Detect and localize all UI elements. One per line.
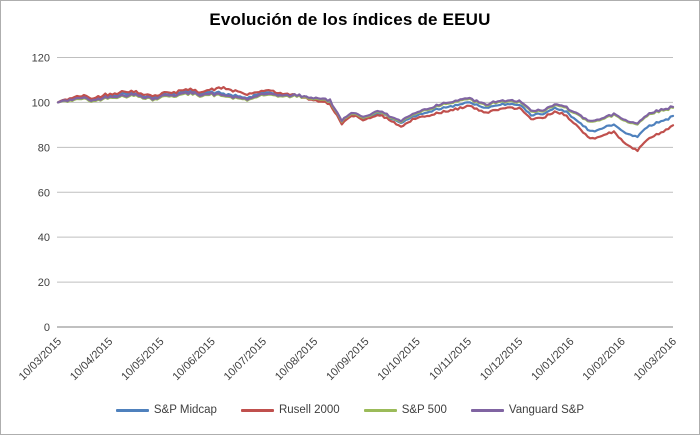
y-axis-tick-label: 100 xyxy=(32,97,50,109)
series-line-vanguard-s-p xyxy=(56,90,675,125)
y-axis-tick-label: 80 xyxy=(38,142,50,154)
x-axis-tick-label: 10/12/2015 xyxy=(478,336,525,383)
x-axis-tick-label: 10/10/2015 xyxy=(375,336,422,383)
y-axis-tick-label: 40 xyxy=(38,232,50,244)
x-axis-tick-label: 10/09/2015 xyxy=(324,336,371,383)
x-axis-tick-label: 10/01/2016 xyxy=(529,336,576,383)
chart-title: Evolución de los índices de EEUU xyxy=(209,10,491,29)
x-axis-tick-label: 10/05/2015 xyxy=(119,336,166,383)
x-axis-tick-label: 10/06/2015 xyxy=(170,336,217,383)
legend-label: Rusell 2000 xyxy=(278,404,340,416)
series-line-rusell-2000 xyxy=(56,85,675,153)
legend-item: S&P 500 xyxy=(363,404,447,416)
legend-line-swatch xyxy=(363,408,397,412)
x-axis-tick-label: 10/11/2015 xyxy=(427,336,474,383)
legend-item: S&P Midcap xyxy=(115,404,217,416)
legend-label: Vanguard S&P xyxy=(508,404,585,416)
legend-label: S&P Midcap xyxy=(153,404,217,416)
x-axis-tick-label: 10/03/2015 xyxy=(17,336,64,383)
x-axis-tick-label: 10/02/2016 xyxy=(580,336,627,383)
legend-item: Rusell 2000 xyxy=(240,404,340,416)
legend-item: Vanguard S&P xyxy=(470,404,585,416)
y-axis-tick-label: 20 xyxy=(38,277,50,289)
legend-line-swatch xyxy=(115,408,149,412)
y-axis-tick-label: 60 xyxy=(38,187,50,199)
chart-legend: S&P Midcap Rusell 2000 S&P 500 Vanguard S&P xyxy=(1,404,699,416)
x-axis-tick-label: 10/08/2015 xyxy=(273,336,320,383)
y-axis-tick-label: 120 xyxy=(32,53,50,65)
y-axis-tick-label: 0 xyxy=(44,322,50,334)
x-axis-tick-label: 10/04/2015 xyxy=(68,336,115,383)
legend-line-swatch xyxy=(470,408,504,412)
legend-label: S&P 500 xyxy=(401,404,447,416)
x-axis-tick-label: 10/03/2016 xyxy=(632,336,679,383)
x-axis-tick-label: 10/07/2015 xyxy=(222,336,269,383)
legend-line-swatch xyxy=(240,408,274,412)
